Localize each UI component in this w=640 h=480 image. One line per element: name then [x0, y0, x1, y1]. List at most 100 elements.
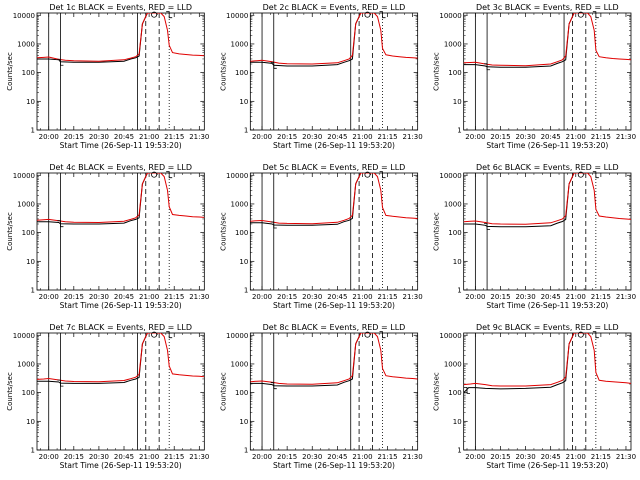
chart-title: Det 2c BLACK = Events, RED = LLD	[263, 3, 406, 12]
y-axis-label: Counts/sec	[433, 372, 441, 411]
x-tick-label: 20:00	[252, 293, 272, 301]
x-tick-label: 20:30	[89, 133, 109, 141]
x-axis-label: Start Time (26-Sep-11 19:53:20)	[60, 141, 182, 150]
x-axis-label: Start Time (26-Sep-11 19:53:20)	[273, 461, 395, 470]
chart-title: Det 3c BLACK = Events, RED = LLD	[476, 3, 619, 12]
y-axis-label: Counts/sec	[219, 52, 227, 91]
black-series-line	[37, 13, 165, 63]
black-series-line	[250, 333, 378, 387]
circle-marker	[151, 171, 158, 178]
plot-frame	[463, 172, 632, 291]
step-marker	[166, 11, 173, 19]
x-axis-label: Start Time (26-Sep-11 19:53:20)	[60, 461, 182, 470]
y-axis-label: Counts/sec	[219, 372, 227, 411]
x-tick-label: 21:30	[616, 133, 636, 141]
y-tick-label: 1	[457, 127, 461, 135]
chart-panel-7: Det 7c BLACK = Events, RED = LLD 1 10 100 10…	[6, 323, 209, 470]
plot-frame	[36, 332, 205, 451]
circle-marker	[364, 331, 371, 338]
y-tick-label: 10	[26, 258, 35, 266]
y-axis-label: Counts/sec	[6, 212, 14, 251]
step-marker	[166, 171, 173, 179]
step-marker	[166, 331, 173, 339]
y-tick-label: 1000	[17, 360, 35, 368]
x-tick-label: 21:30	[403, 293, 423, 301]
x-tick-label: 21:15	[591, 293, 611, 301]
x-tick-label: 20:15	[64, 133, 84, 141]
x-tick-label: 21:15	[377, 133, 397, 141]
y-tick-label: 1000	[231, 200, 249, 208]
y-tick-label: 10000	[439, 332, 461, 340]
circle-marker	[577, 171, 584, 178]
chart-title: Det 8c BLACK = Events, RED = LLD	[263, 323, 406, 332]
x-tick-label: 20:45	[114, 293, 134, 301]
y-tick-label: 10	[26, 418, 35, 426]
x-tick-label: 20:45	[114, 453, 134, 461]
x-tick-label: 21:00	[566, 453, 586, 461]
y-tick-label: 10	[453, 418, 462, 426]
y-axis-label: Counts/sec	[433, 52, 441, 91]
y-tick-label: 10	[453, 98, 462, 106]
red-series-line	[250, 173, 418, 225]
chart-title: Det 1c BLACK = Events, RED = LLD	[49, 3, 192, 12]
x-tick-label: 21:00	[566, 133, 586, 141]
chart-panel-3: Det 3c BLACK = Events, RED = LLD 1 10 100 10…	[433, 3, 636, 150]
black-series-line	[37, 173, 165, 225]
x-tick-label: 20:45	[114, 133, 134, 141]
y-tick-label: 100	[22, 389, 35, 397]
x-axis-label: Start Time (26-Sep-11 19:53:20)	[273, 301, 395, 310]
circle-marker	[151, 331, 158, 338]
y-tick-label: 10000	[226, 12, 248, 20]
x-tick-label: 21:00	[566, 293, 586, 301]
y-tick-label: 100	[448, 69, 461, 77]
step-marker	[484, 222, 491, 230]
black-series-line	[250, 173, 378, 226]
step-marker	[270, 221, 277, 229]
y-tick-label: 10000	[226, 172, 248, 180]
x-tick-label: 20:15	[64, 453, 84, 461]
y-tick-label: 1000	[444, 40, 462, 48]
step-marker	[57, 58, 64, 66]
y-tick-label: 100	[22, 69, 35, 77]
plot-frame	[36, 172, 205, 291]
step-marker	[57, 220, 64, 228]
x-tick-label: 20:45	[327, 133, 347, 141]
chart-panel-1: Det 1c BLACK = Events, RED = LLD 1 10 100 10…	[6, 3, 209, 150]
y-tick-label: 1000	[444, 200, 462, 208]
step-marker	[484, 63, 491, 71]
y-tick-label: 1	[457, 287, 461, 295]
black-series-line	[250, 13, 378, 67]
red-series-line	[37, 333, 205, 383]
x-tick-label: 20:45	[327, 453, 347, 461]
y-tick-label: 1	[457, 447, 461, 455]
y-tick-label: 10000	[439, 172, 461, 180]
x-tick-label: 20:00	[39, 133, 59, 141]
chart-title: Det 9c BLACK = Events, RED = LLD	[476, 323, 619, 332]
x-tick-label: 21:00	[352, 293, 372, 301]
y-tick-label: 100	[235, 69, 248, 77]
y-tick-label: 10000	[13, 12, 35, 20]
y-tick-label: 1000	[231, 360, 249, 368]
x-tick-label: 20:45	[541, 293, 561, 301]
y-tick-label: 1000	[17, 200, 35, 208]
y-tick-label: 10000	[226, 332, 248, 340]
y-axis-label: Counts/sec	[6, 52, 14, 91]
x-tick-label: 21:00	[352, 133, 372, 141]
chart-title: Det 5c BLACK = Events, RED = LLD	[263, 163, 406, 172]
step-marker	[270, 382, 277, 390]
chart-panel-2: Det 2c BLACK = Events, RED = LLD 1 10 100 10…	[219, 3, 422, 150]
y-tick-label: 10	[453, 258, 462, 266]
plot-frame	[249, 332, 419, 451]
step-marker	[379, 171, 386, 179]
y-tick-label: 1	[31, 127, 35, 135]
red-series-line	[250, 333, 418, 385]
circle-marker	[577, 331, 584, 338]
y-tick-label: 1	[244, 287, 248, 295]
chart-title: Det 7c BLACK = Events, RED = LLD	[49, 323, 192, 332]
y-tick-label: 10	[26, 98, 35, 106]
red-series-line	[463, 13, 631, 67]
x-tick-label: 20:15	[490, 133, 510, 141]
x-tick-label: 21:30	[189, 293, 209, 301]
y-axis-label: Counts/sec	[433, 212, 441, 251]
